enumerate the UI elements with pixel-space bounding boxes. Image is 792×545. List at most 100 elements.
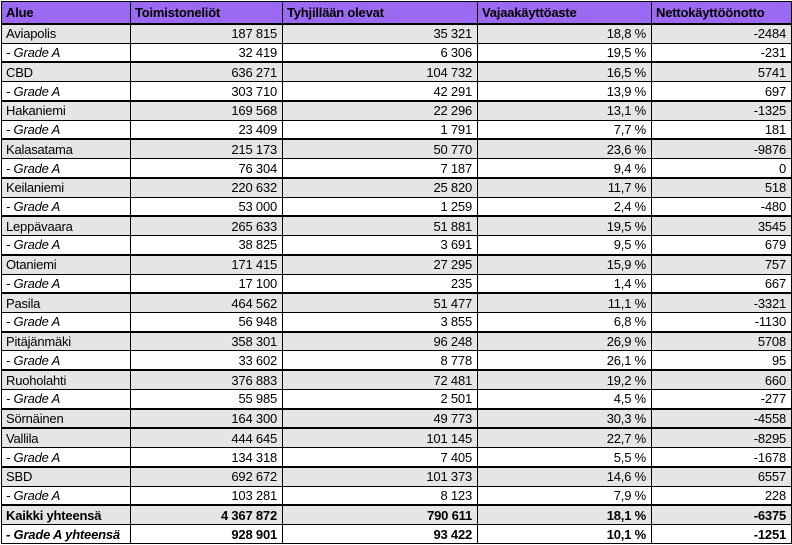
tyhjillaan-cell: 72 481 bbox=[282, 369, 478, 390]
vajaakayttoaste-cell: 4,5 % bbox=[477, 388, 652, 410]
area-cell: Hakaniemi bbox=[1, 99, 131, 121]
tyhjillaan-cell: 50 770 bbox=[282, 138, 478, 160]
tyhjillaan-cell: 96 248 bbox=[282, 330, 478, 352]
tyhjillaan-cell: 101 373 bbox=[282, 465, 478, 487]
vajaakayttoaste-cell: 13,9 % bbox=[477, 81, 652, 102]
toimistoneliot-cell: 187 815 bbox=[130, 22, 283, 44]
nettokayttoonotto-cell: 0 bbox=[651, 158, 792, 179]
nettokayttoonotto-cell: -3321 bbox=[651, 292, 792, 314]
vajaakayttoaste-cell: 11,1 % bbox=[477, 292, 652, 314]
table-row: - Grade A 56 948 3 855 6,8 % -1130 bbox=[1, 312, 792, 333]
nettokayttoonotto-cell: -277 bbox=[651, 388, 792, 410]
tyhjillaan-cell: 49 773 bbox=[282, 407, 478, 429]
vajaakayttoaste-cell: 7,7 % bbox=[477, 119, 652, 140]
vajaakayttoaste-cell: 15,9 % bbox=[477, 253, 652, 275]
table-row: - Grade A 17 100 235 1,4 % 667 bbox=[1, 273, 792, 294]
nettokayttoonotto-cell: 228 bbox=[651, 485, 792, 506]
toimistoneliot-cell: 265 633 bbox=[130, 215, 283, 237]
area-cell: - Grade A bbox=[1, 235, 131, 256]
tyhjillaan-cell: 1 791 bbox=[282, 119, 478, 140]
table-row: Pitäjänmäki 358 301 96 248 26,9 % 5708 bbox=[1, 330, 792, 352]
vajaakayttoaste-cell: 10,1 % bbox=[477, 524, 652, 544]
nettokayttoonotto-cell: -480 bbox=[651, 196, 792, 217]
tyhjillaan-cell: 104 732 bbox=[282, 61, 478, 83]
nettokayttoonotto-cell: 697 bbox=[651, 81, 792, 102]
table-row: - Grade A 55 985 2 501 4,5 % -277 bbox=[1, 388, 792, 410]
area-cell: - Grade A bbox=[1, 119, 131, 140]
area-cell: - Grade A bbox=[1, 196, 131, 217]
toimistoneliot-cell: 464 562 bbox=[130, 292, 283, 314]
table-row: Kaikki yhteensä 4 367 872 790 611 18,1 % -63… bbox=[1, 504, 792, 526]
area-cell: Leppävaara bbox=[1, 215, 131, 237]
area-cell: - Grade A bbox=[1, 42, 131, 63]
toimistoneliot-cell: 33 602 bbox=[130, 350, 283, 371]
tyhjillaan-cell: 235 bbox=[282, 273, 478, 294]
tyhjillaan-cell: 2 501 bbox=[282, 388, 478, 410]
column-header-toimistoneliot: Toimistoneliöt bbox=[130, 1, 283, 25]
table-row: Vallila 444 645 101 145 22,7 % -8295 bbox=[1, 427, 792, 449]
table-row: Ruoholahti 376 883 72 481 19,2 % 660 bbox=[1, 369, 792, 390]
tyhjillaan-cell: 8 778 bbox=[282, 350, 478, 371]
tyhjillaan-cell: 6 306 bbox=[282, 42, 478, 63]
vajaakayttoaste-cell: 5,5 % bbox=[477, 447, 652, 468]
vajaakayttoaste-cell: 19,5 % bbox=[477, 215, 652, 237]
tyhjillaan-cell: 8 123 bbox=[282, 485, 478, 506]
area-cell: Otaniemi bbox=[1, 253, 131, 275]
tyhjillaan-cell: 27 295 bbox=[282, 253, 478, 275]
toimistoneliot-cell: 303 710 bbox=[130, 81, 283, 102]
vajaakayttoaste-cell: 14,6 % bbox=[477, 465, 652, 487]
nettokayttoonotto-cell: 660 bbox=[651, 369, 792, 390]
table-row: - Grade A 32 419 6 306 19,5 % -231 bbox=[1, 42, 792, 63]
table-row: SBD 692 672 101 373 14,6 % 6557 bbox=[1, 465, 792, 487]
area-cell: - Grade A bbox=[1, 158, 131, 179]
nettokayttoonotto-cell: -8295 bbox=[651, 427, 792, 449]
nettokayttoonotto-cell: 181 bbox=[651, 119, 792, 140]
area-cell: Kaikki yhteensä bbox=[1, 504, 131, 526]
table-row: - Grade A yhteensä 928 901 93 422 10,1 % -12… bbox=[1, 524, 792, 544]
nettokayttoonotto-cell: -4558 bbox=[651, 407, 792, 429]
toimistoneliot-cell: 76 304 bbox=[130, 158, 283, 179]
vajaakayttoaste-cell: 19,5 % bbox=[477, 42, 652, 63]
vajaakayttoaste-cell: 26,9 % bbox=[477, 330, 652, 352]
area-cell: - Grade A bbox=[1, 447, 131, 468]
toimistoneliot-cell: 171 415 bbox=[130, 253, 283, 275]
toimistoneliot-cell: 32 419 bbox=[130, 42, 283, 63]
area-cell: - Grade A bbox=[1, 81, 131, 102]
toimistoneliot-cell: 928 901 bbox=[130, 524, 283, 544]
toimistoneliot-cell: 53 000 bbox=[130, 196, 283, 217]
vajaakayttoaste-cell: 2,4 % bbox=[477, 196, 652, 217]
toimistoneliot-cell: 4 367 872 bbox=[130, 504, 283, 526]
toimistoneliot-cell: 169 568 bbox=[130, 99, 283, 121]
nettokayttoonotto-cell: 95 bbox=[651, 350, 792, 371]
nettokayttoonotto-cell: 6557 bbox=[651, 465, 792, 487]
toimistoneliot-cell: 444 645 bbox=[130, 427, 283, 449]
vajaakayttoaste-cell: 30,3 % bbox=[477, 407, 652, 429]
tyhjillaan-cell: 35 321 bbox=[282, 22, 478, 44]
toimistoneliot-cell: 636 271 bbox=[130, 61, 283, 83]
nettokayttoonotto-cell: -231 bbox=[651, 42, 792, 63]
tyhjillaan-cell: 51 881 bbox=[282, 215, 478, 237]
table-row: - Grade A 134 318 7 405 5,5 % -1678 bbox=[1, 447, 792, 468]
table-row: - Grade A 23 409 1 791 7,7 % 181 bbox=[1, 119, 792, 140]
area-cell: CBD bbox=[1, 61, 131, 83]
tyhjillaan-cell: 3 691 bbox=[282, 235, 478, 256]
toimistoneliot-cell: 56 948 bbox=[130, 312, 283, 333]
table-body: Aviapolis 187 815 35 321 18,8 % -2484- Grade… bbox=[1, 22, 792, 544]
area-cell: Aviapolis bbox=[1, 22, 131, 44]
nettokayttoonotto-cell: 3545 bbox=[651, 215, 792, 237]
vajaakayttoaste-cell: 18,1 % bbox=[477, 504, 652, 526]
nettokayttoonotto-cell: -6375 bbox=[651, 504, 792, 526]
toimistoneliot-cell: 358 301 bbox=[130, 330, 283, 352]
vajaakayttoaste-cell: 1,4 % bbox=[477, 273, 652, 294]
toimistoneliot-cell: 38 825 bbox=[130, 235, 283, 256]
header-row: Alue Toimistoneliöt Tyhjillään olevat Va… bbox=[1, 1, 792, 25]
nettokayttoonotto-cell: -1130 bbox=[651, 312, 792, 333]
table-row: - Grade A 303 710 42 291 13,9 % 697 bbox=[1, 81, 792, 102]
area-cell: - Grade A bbox=[1, 388, 131, 410]
area-cell: - Grade A yhteensä bbox=[1, 524, 131, 544]
nettokayttoonotto-cell: 518 bbox=[651, 176, 792, 198]
area-cell: Ruoholahti bbox=[1, 369, 131, 390]
area-cell: - Grade A bbox=[1, 485, 131, 506]
table-row: Aviapolis 187 815 35 321 18,8 % -2484 bbox=[1, 22, 792, 44]
